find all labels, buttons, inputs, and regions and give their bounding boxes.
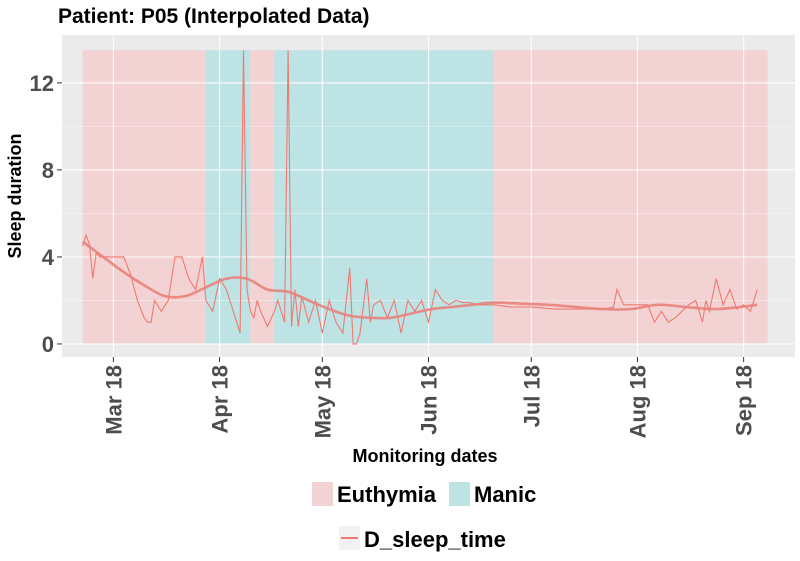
region-euthymia-0 xyxy=(82,50,206,344)
region-manic-3 xyxy=(274,50,494,344)
legend-key-euthymia xyxy=(312,482,333,506)
legend-label-series: D_sleep_time xyxy=(364,527,506,552)
region-euthymia-4 xyxy=(493,50,768,344)
x-tick-label: Sep 18 xyxy=(732,365,757,436)
y-tick-label: 4 xyxy=(42,245,55,270)
y-axis-ticks: 0 4 8 12 xyxy=(30,71,62,357)
y-tick-label: 0 xyxy=(42,332,54,357)
y-tick-label: 12 xyxy=(30,71,54,96)
legend-label-manic: Manic xyxy=(474,482,536,507)
legend-line: D_sleep_time xyxy=(339,526,506,552)
legend-label-euthymia: Euthymia xyxy=(337,482,437,507)
y-tick-label: 8 xyxy=(42,158,54,183)
series-layer xyxy=(81,50,758,345)
chart-title: Patient: P05 (Interpolated Data) xyxy=(58,5,370,28)
x-tick-label: Jun 18 xyxy=(417,365,442,435)
x-axis-ticks: Mar 18 Apr 18 May 18 Jun 18 Jul 18 Aug 18 Sep … xyxy=(101,357,757,438)
x-tick-label: Apr 18 xyxy=(208,365,233,433)
x-tick-label: Aug 18 xyxy=(625,365,650,438)
gridlines xyxy=(62,35,795,357)
legend-key-manic xyxy=(449,482,470,506)
x-tick-label: May 18 xyxy=(310,365,335,438)
legend-fill: Euthymia Manic xyxy=(312,482,536,507)
series-line-d-sleep-time xyxy=(82,50,758,345)
y-axis-title: Sleep duration xyxy=(5,133,25,258)
x-tick-label: Jul 18 xyxy=(519,365,544,427)
state-regions xyxy=(82,50,768,344)
region-euthymia-2 xyxy=(250,50,275,344)
x-tick-label: Mar 18 xyxy=(101,365,126,435)
smoothed-trend-line xyxy=(81,240,758,320)
x-axis-title: Monitoring dates xyxy=(353,446,498,466)
